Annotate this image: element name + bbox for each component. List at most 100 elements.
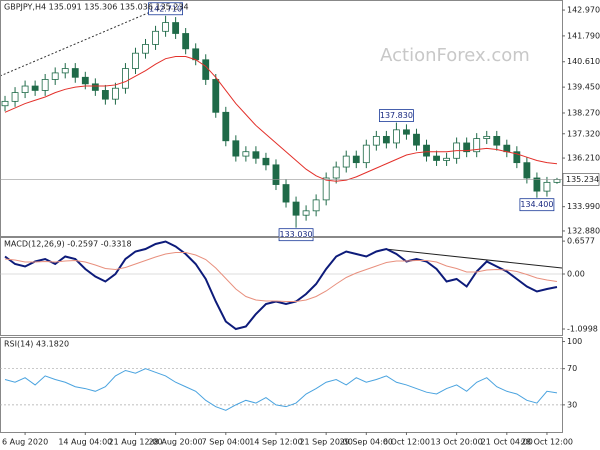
- x-tick-label: 14 Sep 12:00: [249, 438, 302, 447]
- candle-body: [312, 199, 320, 212]
- x-tick-label: 13 Oct 20:00: [431, 438, 483, 447]
- candle-body: [423, 144, 430, 157]
- candle-body: [322, 177, 330, 201]
- candle-body: [232, 140, 240, 157]
- candle-body: [101, 90, 109, 100]
- x-tick-label: 21 Sep 20:00: [299, 438, 352, 447]
- candle-body: [372, 135, 380, 146]
- annotation-label: 137.830: [380, 111, 413, 120]
- y-tick-label: 0.00: [567, 270, 585, 279]
- series-line: [4, 368, 558, 411]
- candle-body: [403, 129, 410, 135]
- candle-body: [433, 155, 440, 161]
- annotation-box: [148, 2, 183, 16]
- candle-body: [172, 22, 180, 34]
- moving-average: [4, 55, 558, 182]
- candle-body: [51, 72, 59, 80]
- candle-body: [553, 179, 561, 183]
- y-tick-label: 100: [567, 337, 582, 346]
- y-tick-label: 132.880: [567, 226, 600, 235]
- y-tick-label: 137.320: [567, 129, 600, 138]
- candle-body: [473, 138, 481, 153]
- panel-title: GBPJPY,H4 135.091 135.306 135.036 135.23…: [4, 3, 189, 12]
- x-tick-label: 21 Aug 12:00: [109, 438, 163, 447]
- last-price-box: [562, 173, 600, 186]
- candle-body: [182, 33, 190, 50]
- candle-body: [503, 144, 511, 153]
- candle-body: [493, 135, 501, 146]
- candle-body: [202, 59, 210, 80]
- x-tick-label: 14 Aug 04:00: [58, 438, 112, 447]
- candle-body: [81, 76, 89, 85]
- panel-title: RSI(14) 43.1820: [4, 340, 69, 349]
- candle-body: [483, 135, 491, 139]
- x-tick-label: 28 Aug 20:00: [149, 438, 203, 447]
- watermark: ActionForex.com: [380, 45, 530, 66]
- candle-body: [212, 79, 220, 113]
- candle-body: [332, 166, 340, 179]
- candle-body: [413, 133, 420, 146]
- candle-body: [31, 85, 39, 91]
- candle-body: [513, 151, 521, 164]
- annotation-box: [519, 198, 555, 212]
- candle-body: [543, 181, 551, 192]
- candle-body: [282, 184, 290, 203]
- x-tick-label: 29 Sep 04:00: [340, 438, 393, 447]
- candle-body: [222, 111, 230, 142]
- candle-body: [152, 30, 159, 45]
- candle-body: [523, 162, 531, 179]
- y-tick-label: -1.0998: [567, 324, 598, 333]
- candle-body: [352, 155, 360, 164]
- series-line: [4, 240, 558, 331]
- annotation-label: 133.030: [280, 230, 313, 239]
- candle-body: [272, 164, 280, 185]
- x-tick-label: 21 Oct 04:00: [481, 438, 533, 447]
- y-tick-label: 139.450: [567, 83, 600, 92]
- candle-body: [443, 157, 451, 161]
- candle-body: [533, 177, 541, 192]
- candle-body: [342, 155, 350, 168]
- candle-body: [122, 68, 129, 89]
- candle-body: [11, 92, 19, 102]
- x-tick-label: 6 Oct 12:00: [383, 438, 430, 447]
- trend-line: [384, 248, 563, 269]
- candle-body: [132, 52, 139, 69]
- candle-body: [242, 151, 250, 157]
- candle-body: [1, 100, 9, 107]
- y-tick-label: 138.270: [567, 108, 600, 117]
- series-line: [4, 252, 558, 302]
- candle-body: [302, 210, 310, 216]
- y-tick-label: 140.610: [567, 57, 600, 66]
- candle-body: [91, 83, 99, 91]
- candle-body: [262, 157, 270, 166]
- candle-body: [192, 48, 200, 61]
- panel-frame: [0, 237, 563, 336]
- panel-title: MACD(12,26,9) -0.2597 -0.3318: [4, 240, 132, 249]
- annotation-label: 142.710: [149, 4, 182, 13]
- y-tick-label: 133.990: [567, 202, 600, 211]
- candle-body: [71, 68, 79, 78]
- y-tick-label: 70: [567, 364, 577, 373]
- candle-body: [463, 142, 471, 153]
- y-tick-label: 136.210: [567, 154, 600, 163]
- candle-body: [142, 44, 149, 54]
- candle-body: [252, 151, 260, 159]
- x-tick-label: 28 Oct 12:00: [521, 438, 573, 447]
- y-tick-label: 30: [567, 400, 577, 409]
- candle-body: [41, 79, 49, 91]
- candle-body: [61, 68, 69, 74]
- candle-body: [112, 87, 119, 100]
- x-tick-label: 7 Sep 04:00: [202, 438, 250, 447]
- candle-body: [382, 135, 390, 144]
- annotation-label: 134.400: [520, 200, 553, 209]
- y-tick-label: 0.6577: [567, 237, 595, 246]
- last-price-label: 135.234: [566, 175, 599, 184]
- candle-body: [292, 201, 300, 216]
- x-tick-label: 6 Aug 2020: [2, 438, 48, 447]
- annotation-box: [379, 109, 414, 122]
- candle-body: [392, 129, 400, 144]
- candle-body: [362, 144, 370, 164]
- y-tick-label: 141.790: [567, 31, 600, 40]
